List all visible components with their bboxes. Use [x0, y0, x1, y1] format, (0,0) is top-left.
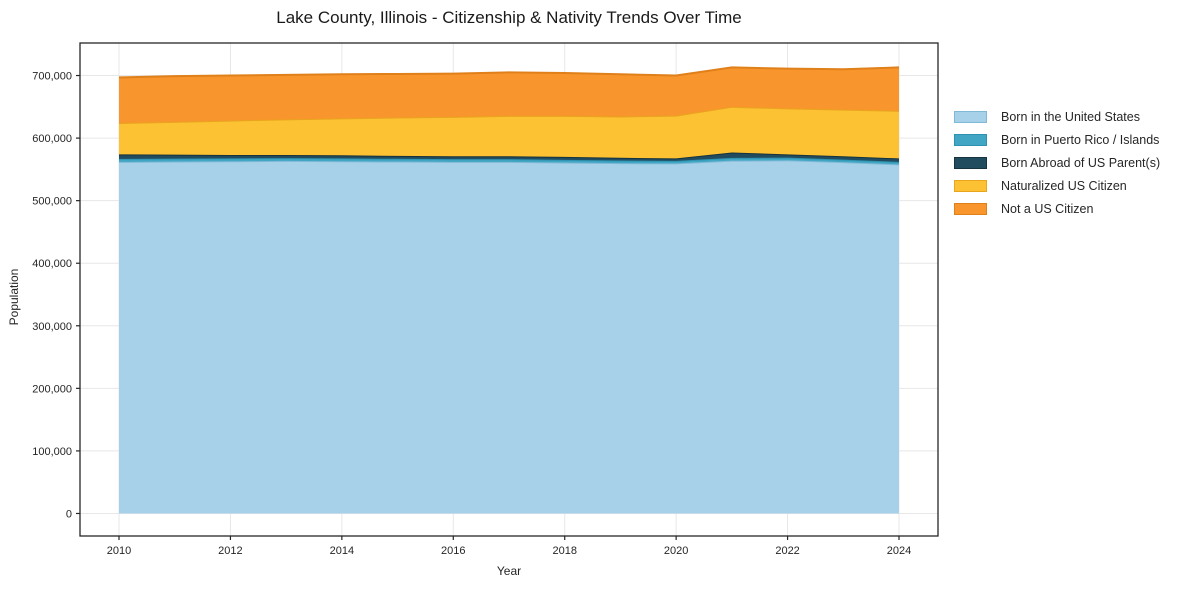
legend-label: Born Abroad of US Parent(s) — [1001, 155, 1161, 170]
legend: Born in the United States Born in Puerto … — [954, 105, 1186, 220]
area-edge — [118, 151, 900, 160]
legend-swatch — [954, 133, 987, 146]
x-tick-label: 2018 — [552, 545, 576, 557]
legend-swatch — [954, 156, 987, 169]
y-tick-label: 700,000 — [32, 71, 72, 83]
legend-item: Born in the United States — [954, 105, 1186, 128]
y-tick-label: 0 — [66, 508, 72, 520]
y-tick-label: 100,000 — [32, 446, 72, 458]
legend-label: Born in the United States — [1001, 109, 1140, 124]
legend-item: Born Abroad of US Parent(s) — [954, 151, 1186, 174]
y-tick-label: 600,000 — [32, 133, 72, 145]
legend-label: Naturalized US Citizen — [1001, 178, 1127, 193]
y-axis-label: Population — [7, 268, 21, 326]
legend-item: Born in Puerto Rico / Islands — [954, 128, 1186, 151]
x-tick-label: 2024 — [887, 545, 911, 557]
y-tick-label: 400,000 — [32, 258, 72, 270]
legend-swatch — [954, 179, 987, 192]
legend-label: Not a US Citizen — [1001, 201, 1094, 216]
x-tick-label: 2020 — [664, 545, 688, 557]
x-tick-label: 2012 — [218, 545, 242, 557]
y-tick-label: 200,000 — [32, 383, 72, 395]
legend-item: Not a US Citizen — [954, 197, 1186, 220]
x-tick-label: 2010 — [107, 545, 131, 557]
area-edge — [118, 66, 900, 79]
x-tick-label: 2014 — [330, 545, 354, 557]
area-born-in-puerto-rico-islands — [119, 157, 899, 165]
axes-frame — [79, 42, 939, 537]
x-tick-label: 2022 — [775, 545, 799, 557]
x-axis-label: Year — [496, 564, 522, 578]
y-tick-label: 500,000 — [32, 196, 72, 208]
legend-swatch — [954, 202, 987, 215]
chart-title: Lake County, Illinois - Citizenship & Na… — [276, 8, 742, 27]
x-tick-label: 2016 — [441, 545, 465, 557]
area-not-a-us-citizen — [119, 67, 899, 124]
legend-swatch — [954, 110, 987, 123]
legend-item: Naturalized US Citizen — [954, 174, 1186, 197]
area-born-in-the-united-states — [119, 160, 899, 514]
y-tick-label: 300,000 — [32, 321, 72, 333]
legend-label: Born in Puerto Rico / Islands — [1001, 132, 1160, 147]
